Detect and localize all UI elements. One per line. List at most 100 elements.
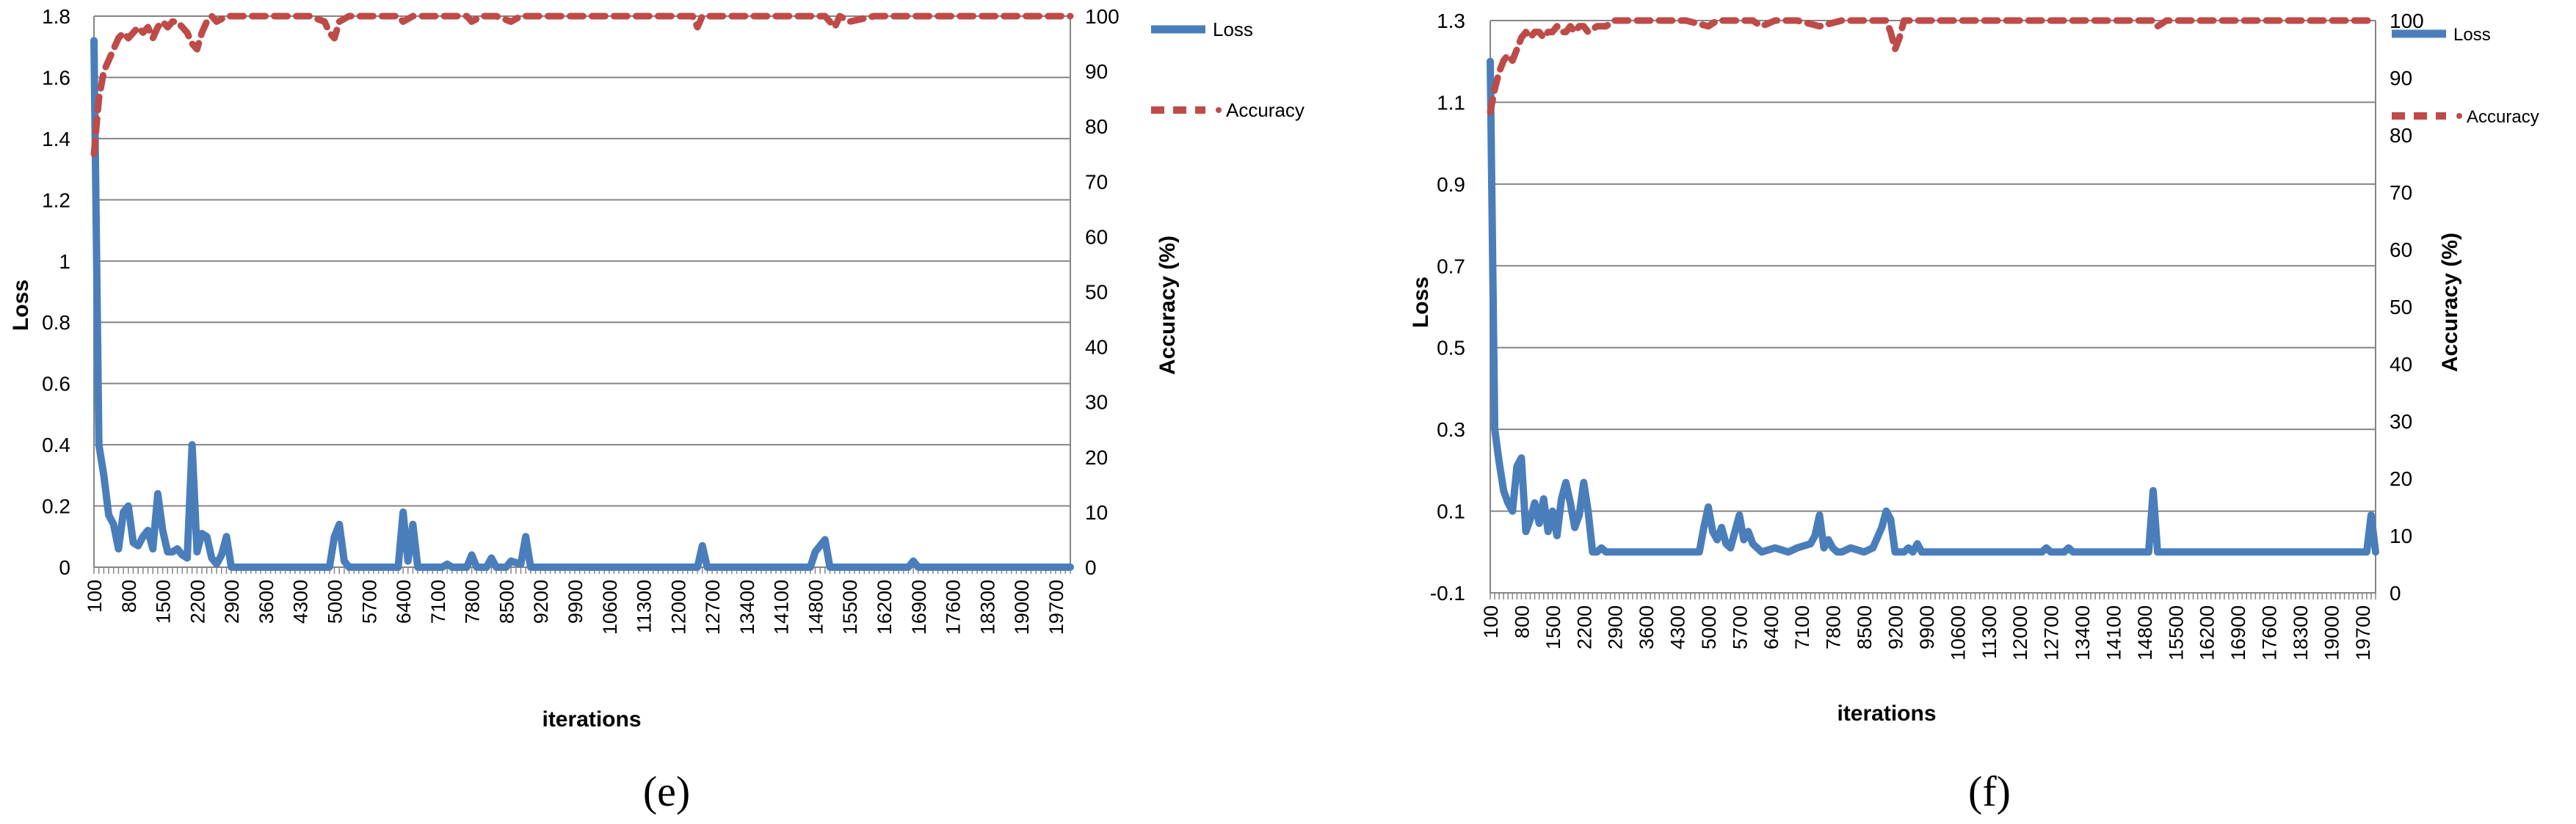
chart-f-y2-tick-label: 30 (2390, 410, 2412, 433)
chart-e-y-axis-title: Loss (9, 280, 33, 331)
chart-e-y-tick-label: 1 (59, 250, 70, 273)
chart-e-x-tick-label: 8500 (496, 580, 518, 624)
chart-e-y2-tick-label: 40 (1085, 336, 1108, 359)
chart-e-y-tick-label: 0.4 (42, 434, 70, 456)
chart-e-y-tick-label: 1.8 (42, 5, 70, 28)
chart-e-x-tick-label: 6400 (393, 580, 415, 624)
chart-e-y2-tick-label: 60 (1085, 225, 1108, 248)
chart-f-y-axis-title: Loss (1409, 277, 1433, 328)
chart-e-x-tick-label: 15500 (839, 580, 861, 635)
chart-e-x-tick-label: 5000 (324, 580, 346, 624)
chart-e-series (90, 12, 1074, 571)
chart-f-y2-tick-label: 40 (2390, 353, 2412, 376)
chart-f-x-tick-label: 2900 (1605, 605, 1627, 649)
chart-f-x-tick-label: 7100 (1791, 605, 1813, 649)
chart-f-y-tick-label: 0.9 (1437, 173, 1465, 196)
chart-e-x-tick-label: 19700 (1045, 580, 1067, 635)
chart-f-y-tick-label: 0.1 (1437, 500, 1465, 523)
chart-e-y-tick-label: 1.6 (42, 66, 70, 89)
chart-e-series-accuracy (90, 12, 1074, 158)
panel-label-f: (f) (1968, 768, 2011, 815)
chart-e-x-tick-label: 17600 (943, 580, 965, 635)
chart-f-series (1487, 17, 2379, 556)
chart-e-x-tick-label: 800 (118, 580, 140, 613)
chart-f-x-tick-label: 19000 (2321, 605, 2343, 660)
chart-e-y-tick-label: 0.8 (42, 311, 70, 334)
chart-e-y2-axis-title: Accuracy (%) (1155, 236, 1180, 375)
chart-f-x-tick-label: 11300 (1978, 605, 2000, 659)
chart-e-legend-label-accuracy: Accuracy (1226, 99, 1305, 121)
chart-f-x-tick-label: 12000 (2009, 605, 2031, 660)
chart-e-y-tick-label: 0 (59, 556, 70, 579)
chart-e-y2-tick-label: 100 (1085, 5, 1120, 28)
chart-e-x-tick-label: 2200 (186, 580, 208, 624)
chart-e-y2-tick-label: 50 (1085, 281, 1108, 304)
chart-e-y2-tick-label: 70 (1085, 170, 1108, 193)
chart-e-axes: 0 0.2 0.4 0.6 0.8 1 1.2 1.4 1.6 1.8 0 10 20 30 40 50 60 7… (42, 5, 1120, 635)
chart-e-y-tick-label: 1.2 (42, 189, 70, 211)
chart-f-x-tick-label: 1500 (1542, 605, 1564, 649)
chart-f-y2-tick-label: 80 (2390, 124, 2412, 147)
chart-e-legend: Loss Accuracy (1151, 18, 1305, 121)
chart-e-x-tick-label: 2900 (221, 580, 243, 624)
chart-e-x-axis-title: iterations (542, 707, 641, 732)
chart-f-x-tick-label: 6400 (1760, 605, 1782, 649)
chart-e-x-tick-label: 11300 (634, 580, 656, 633)
chart-e-x-tick-label: 4300 (290, 580, 312, 624)
chart-f-y2-tick-label: 50 (2390, 296, 2412, 318)
panel-label-e: (e) (643, 768, 690, 815)
chart-e-x-tick-label: 18300 (976, 580, 998, 635)
chart-f-y-tick-label: 0.3 (1437, 418, 1465, 441)
chart-f-x-tick-label: 9900 (1916, 605, 1938, 649)
chart-f-x-tick-label: 4300 (1667, 605, 1689, 649)
chart-f-legend-label-accuracy: Accuracy (2467, 107, 2539, 127)
chart-e-x-tick-label: 9200 (530, 580, 552, 624)
chart-e-x-tick-label: 13400 (736, 580, 758, 635)
chart-f-x-axis-title: iterations (1837, 701, 1936, 726)
chart-e-x-tick-label: 9900 (565, 580, 587, 624)
chart-e-x-tick-label: 19000 (1011, 580, 1033, 635)
chart-f-series-accuracy (1487, 17, 2379, 116)
chart-f-legend-label-loss: Loss (2453, 25, 2491, 45)
chart-e-x-tick-label: 7800 (462, 580, 484, 624)
chart-f-y-tick-label: 0.7 (1437, 255, 1465, 277)
chart-f-x-tick-label: 10600 (1947, 605, 1969, 660)
chart-f-x-tick-label: 12700 (2041, 605, 2063, 660)
chart-e-x-tick-label: 12000 (667, 580, 689, 635)
chart-f-y-tick-label: -0.1 (1430, 582, 1465, 605)
chart-f-x-tick-label: 8500 (1854, 605, 1876, 649)
chart-panel-e: 0 0.2 0.4 0.6 0.8 1 1.2 1.4 1.6 1.8 0 10 20 30 40 50 60 7… (9, 5, 1305, 815)
chart-e-x-tick-label: 10600 (599, 580, 621, 635)
chart-e-y2-tick-label: 90 (1085, 60, 1108, 83)
chart-f-y2-tick-label: 60 (2390, 238, 2412, 261)
chart-panel-f: -0.1 0.1 0.3 0.5 0.7 0.9 1.1 1.3 0 10 20 30 40 50 60 70… (1409, 10, 2539, 815)
chart-f-y2-tick-label: 10 (2390, 525, 2412, 547)
chart-e-y2-tick-label: 30 (1085, 391, 1108, 414)
chart-e-legend-label-loss: Loss (1213, 18, 1253, 40)
chart-e-x-tick-label: 16900 (908, 580, 930, 635)
chart-e-x-tick-label: 16200 (874, 580, 896, 635)
chart-e-y2-tick-label: 10 (1085, 501, 1108, 524)
chart-f-y-tick-label: 1.3 (1437, 10, 1465, 32)
chart-f-x-tick-label: 16900 (2227, 605, 2249, 660)
chart-f-y2-tick-label: 20 (2390, 467, 2412, 490)
chart-e-x-tick-label: 12700 (702, 580, 724, 635)
chart-f-x-tick-label: 2200 (1573, 605, 1595, 649)
chart-e-y2-tick-label: 80 (1085, 115, 1108, 138)
chart-f-legend: Loss Accuracy (2392, 25, 2539, 127)
chart-e-x-tick-label: 5700 (358, 580, 380, 624)
chart-f-y-tick-label: 1.1 (1437, 91, 1465, 114)
chart-f-x-tick-label: 13400 (2072, 605, 2094, 660)
chart-e-x-tick-label: 14100 (771, 580, 793, 635)
chart-f-x-tick-label: 19700 (2352, 605, 2374, 660)
chart-e-y2-tick-label: 0 (1085, 556, 1097, 579)
chart-e-x-tick-label: 1500 (153, 580, 175, 624)
chart-f-y-tick-label: 0.5 (1437, 337, 1465, 360)
chart-f-y2-tick-label: 0 (2390, 582, 2401, 605)
chart-f-x-tick-label: 100 (1480, 605, 1502, 638)
chart-f-x-tick-label: 7800 (1823, 605, 1845, 649)
chart-f-x-tick-label: 18300 (2290, 605, 2312, 660)
chart-f-x-tick-label: 5700 (1729, 605, 1751, 649)
chart-f-y2-axis-title: Accuracy (%) (2438, 233, 2462, 372)
